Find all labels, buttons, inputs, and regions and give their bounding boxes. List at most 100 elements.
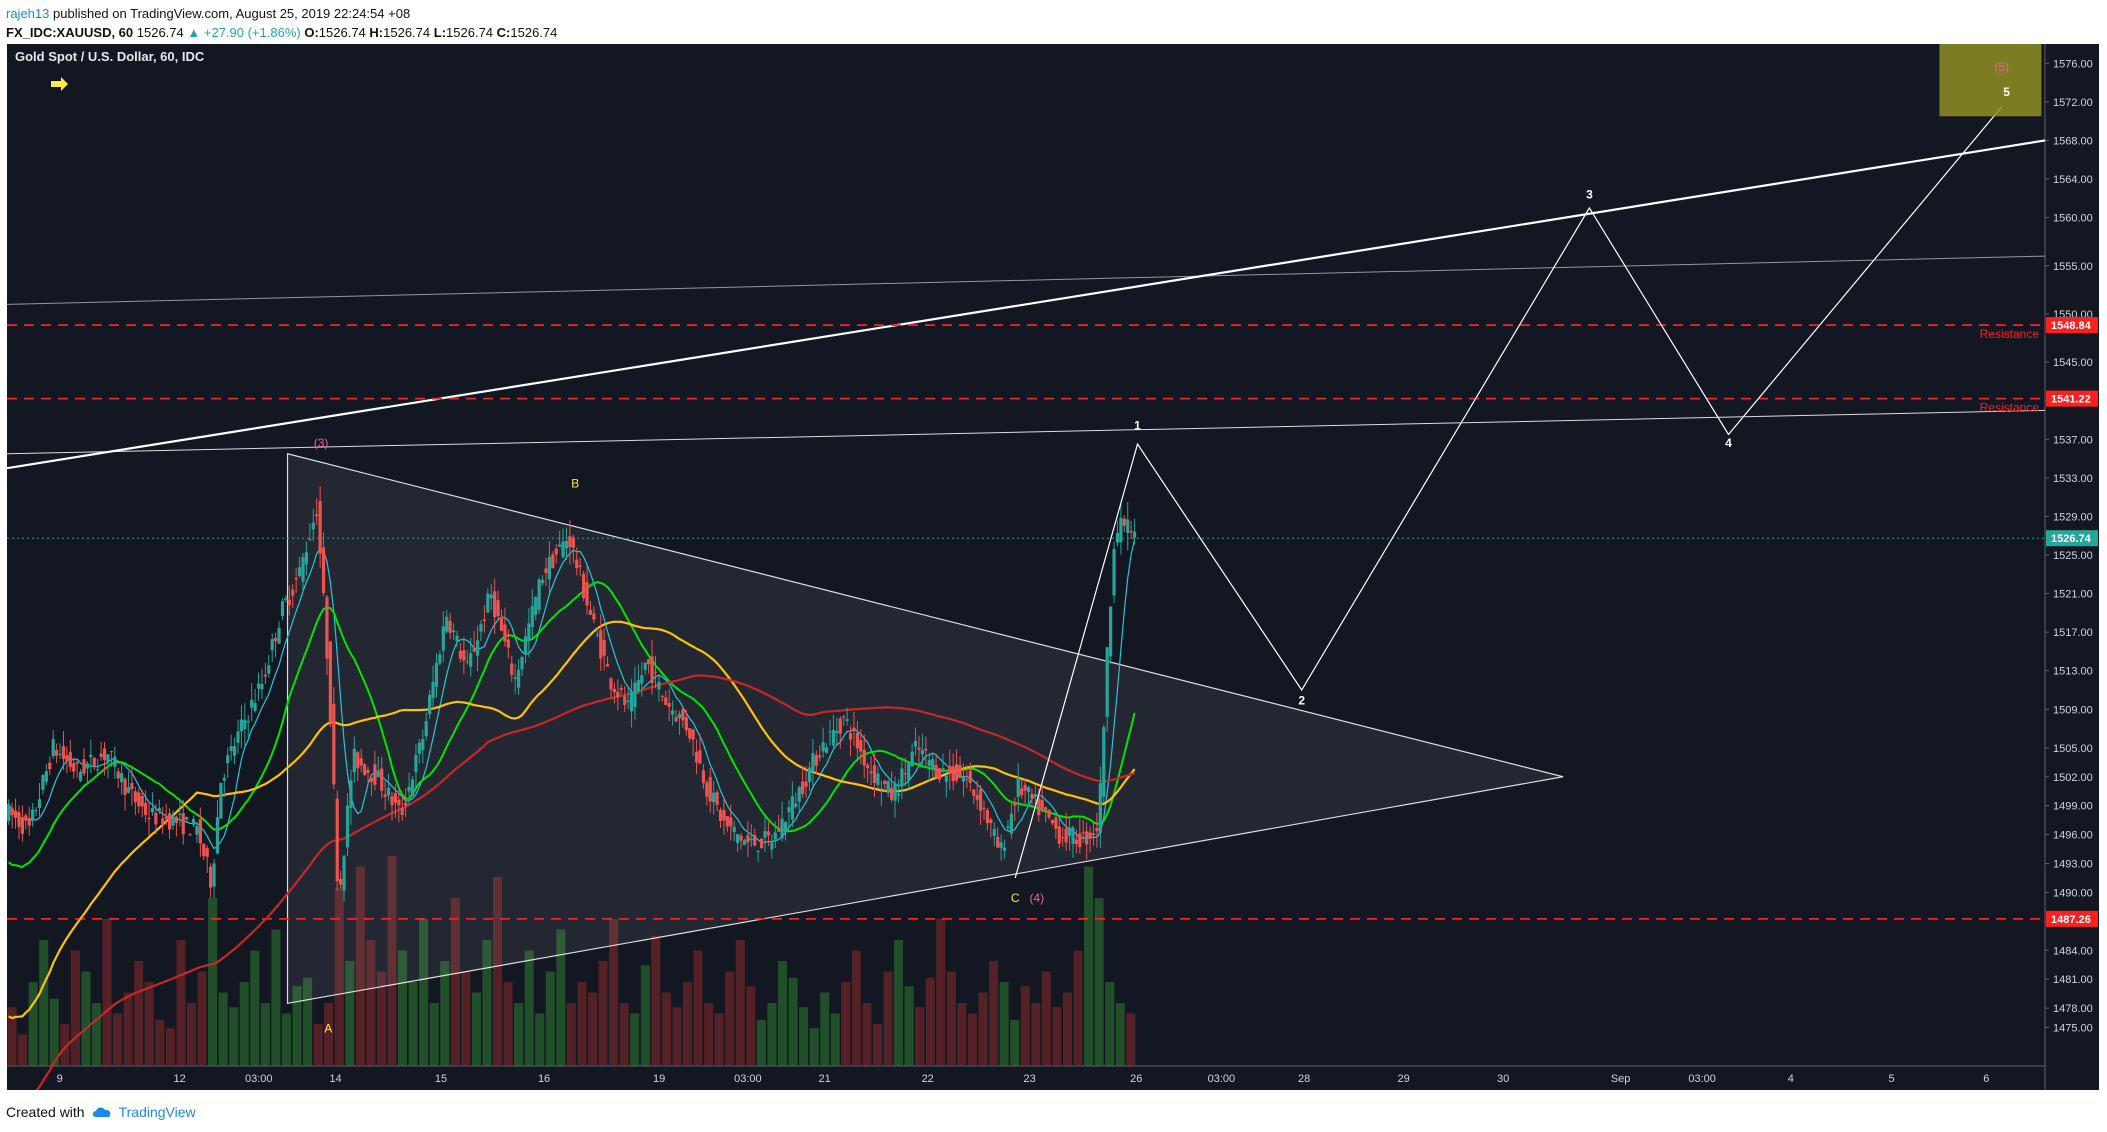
candle-body (342, 856, 346, 891)
y-tick-label: 1564.00 (2053, 174, 2093, 186)
candle-body (24, 815, 28, 821)
candle-body (75, 762, 79, 764)
volume-bar (102, 919, 112, 1066)
candle-body (804, 781, 808, 787)
candle-body (17, 812, 21, 827)
candle-body (1064, 828, 1068, 843)
candle-body (653, 671, 658, 673)
candle-body (872, 765, 877, 783)
wave-label: 3 (1586, 187, 1593, 201)
candle-body (999, 842, 1003, 849)
publish-info: rajeh13 published on TradingView.com, Au… (6, 4, 410, 23)
volume-bar (250, 950, 260, 1066)
symbol-label: FX_IDC:XAUUSD, 60 (6, 25, 134, 40)
candle-body (1030, 793, 1034, 799)
candle-body (893, 783, 897, 801)
publisher-link[interactable]: rajeh13 (6, 6, 50, 21)
candle-body (236, 731, 240, 743)
candle-body (828, 731, 832, 733)
low-label: L: (433, 25, 447, 40)
candle-body (178, 814, 182, 816)
candle-body (58, 753, 62, 755)
candle-body (41, 775, 45, 790)
y-tick-label: 1545.00 (2053, 357, 2093, 369)
y-tick-label: 1555.00 (2053, 261, 2093, 273)
candle-body (756, 850, 760, 852)
candle-body (1023, 784, 1027, 791)
candle-body (13, 810, 18, 818)
candle-body (616, 691, 620, 698)
candle-body (931, 759, 935, 769)
volume-bar (450, 898, 460, 1066)
candle-body (397, 799, 401, 806)
candle-body (777, 829, 781, 832)
candle-body (332, 703, 336, 785)
volume-bar (651, 935, 661, 1066)
candle-body (1071, 827, 1075, 845)
candle-body (191, 818, 196, 825)
candle-body (1002, 847, 1007, 851)
tradingview-link[interactable]: TradingView (118, 1104, 196, 1120)
candle-body (787, 807, 791, 813)
candle-body (51, 738, 55, 757)
candle-body (34, 810, 38, 812)
candle-body (985, 810, 990, 824)
candle-body (818, 755, 822, 758)
level-price-tag (2046, 910, 2098, 927)
x-tick-label: 26 (1130, 1073, 1142, 1085)
candle-body (657, 681, 661, 690)
candle-body (328, 641, 332, 723)
volume-bar (545, 971, 555, 1066)
candle-body (612, 688, 617, 693)
candle-body (102, 748, 107, 760)
volume-bar (239, 982, 249, 1066)
candle-body (1006, 826, 1010, 829)
plot-background (7, 44, 2045, 1066)
volume-bar (514, 1003, 524, 1066)
y-tick-label: 1568.00 (2053, 135, 2093, 147)
volume-bar (208, 898, 218, 1066)
candle-body (55, 749, 59, 756)
volume-bar (883, 971, 893, 1066)
candle-body (253, 702, 257, 711)
candle-body (1016, 777, 1020, 798)
volume-bar (566, 1003, 576, 1066)
volume-bar (851, 950, 861, 1066)
volume-bar (799, 1007, 809, 1066)
candle-body (595, 634, 599, 636)
candle-body (297, 567, 302, 577)
candle-body (455, 635, 459, 642)
candle-body (736, 834, 740, 843)
candle-body (458, 650, 463, 659)
x-tick-label: 22 (922, 1073, 934, 1085)
candle-body (325, 597, 329, 659)
candle-body (434, 662, 439, 687)
price-tag-label: 1487.26 (2051, 914, 2091, 926)
x-tick-label: 16 (538, 1073, 550, 1085)
candle-body (619, 688, 623, 690)
candle-body (185, 817, 189, 820)
volume-bar (429, 1003, 439, 1066)
candle-body (681, 709, 685, 721)
volume-bar (682, 982, 693, 1066)
candle-body (975, 794, 979, 800)
volume-bar (735, 940, 745, 1066)
candle-body (363, 764, 367, 775)
candle-body (1126, 519, 1130, 534)
candle-body (530, 605, 534, 627)
candle-body (537, 579, 541, 610)
candle-body (855, 732, 859, 749)
x-tick-label: 6 (1983, 1073, 1989, 1085)
wave-label: 2 (1298, 693, 1305, 707)
candle-body (961, 776, 966, 782)
candle-body (352, 748, 356, 773)
candle-body (99, 753, 103, 757)
candle-body (753, 835, 757, 846)
y-tick-label: 1493.00 (2053, 859, 2093, 871)
candle-body (410, 779, 415, 796)
candle-body (982, 807, 986, 809)
volume-bar (693, 950, 703, 1066)
candle-body (732, 827, 736, 833)
close-value: 1526.74 (510, 25, 558, 40)
